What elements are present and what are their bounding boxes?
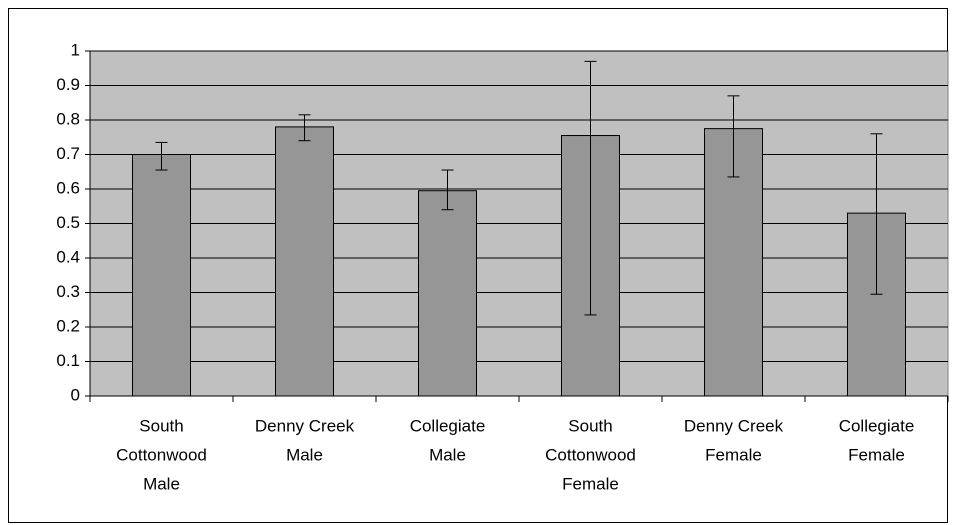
y-tick-label: 0.2 [56, 316, 80, 335]
y-tick-label: 0.9 [56, 75, 80, 94]
x-tick-label: Female [705, 445, 762, 464]
error-bar [727, 95, 740, 178]
x-tick-label: Collegiate [839, 416, 915, 435]
error-bar [298, 114, 311, 142]
y-tick-label: 0.7 [56, 144, 80, 163]
y-tick-label: 1 [71, 40, 80, 59]
y-tick-label: 0.1 [56, 351, 80, 370]
x-tick-label: Male [429, 445, 466, 464]
bar [132, 154, 191, 397]
x-tick-label: Collegiate [410, 416, 486, 435]
y-tick-label: 0 [71, 385, 80, 404]
x-tick-label: South [568, 416, 612, 435]
error-bar [584, 60, 597, 316]
x-tick-label: Denny Creek [684, 416, 784, 435]
bar [418, 190, 477, 397]
x-tick-label: Cottonwood [545, 445, 636, 464]
x-tick-label: Cottonwood [116, 445, 207, 464]
error-bar [870, 133, 883, 295]
x-tick-label: Female [848, 445, 905, 464]
error-bar [155, 141, 168, 171]
x-tick-label: South [139, 416, 183, 435]
y-tick-label: 0.4 [56, 247, 80, 266]
y-tick-label: 0.5 [56, 213, 80, 232]
x-tick-label: Male [286, 445, 323, 464]
y-tick-label: 0.3 [56, 282, 80, 301]
bar [275, 126, 334, 397]
y-tick-label: 0.6 [56, 178, 80, 197]
x-tick-label: Male [143, 474, 180, 493]
y-tick-label: 0.8 [56, 109, 80, 128]
error-bar [441, 169, 454, 211]
x-tick-label: Denny Creek [255, 416, 355, 435]
x-tick-label: Female [562, 474, 619, 493]
